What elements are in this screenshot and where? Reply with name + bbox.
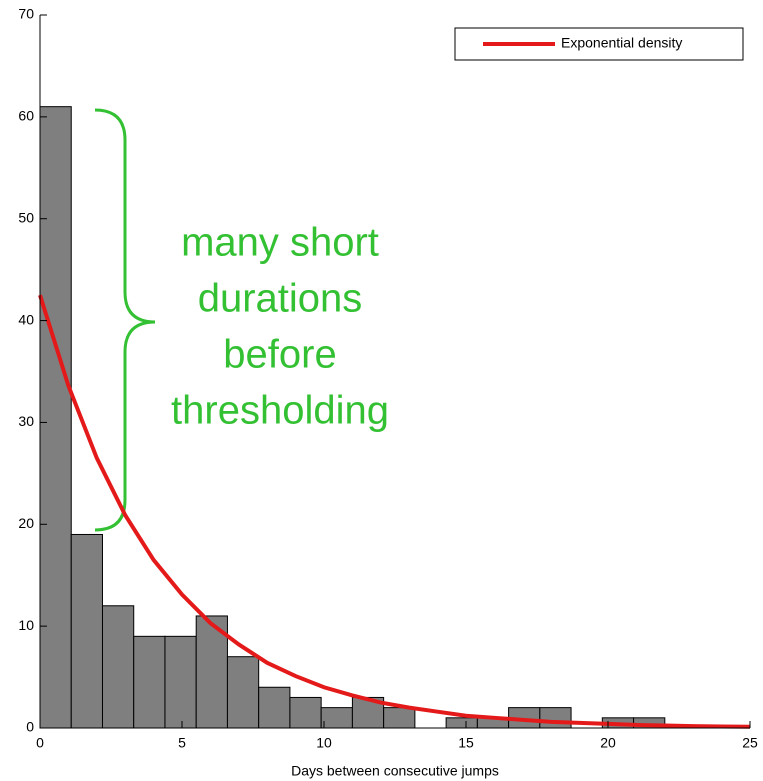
bar (258, 686, 291, 729)
annotation: before (223, 333, 336, 377)
y-tick-label: 60 (18, 108, 34, 124)
brace (94, 108, 156, 532)
bar (226, 656, 260, 729)
bar (101, 605, 135, 729)
bar (133, 635, 166, 729)
x-tick-label: 25 (742, 735, 758, 751)
annotation: many short (181, 221, 379, 265)
x-tick-label: 0 (36, 735, 44, 751)
y-tick-label: 40 (18, 311, 34, 327)
density-curve (38, 294, 751, 729)
x-tick-label: 10 (316, 735, 332, 751)
x-axis-label: Days between consecutive jumps (291, 763, 499, 779)
bar (39, 106, 72, 729)
y-tick-label: 50 (18, 209, 34, 225)
y-tick-label: 70 (18, 6, 34, 22)
bar (320, 707, 353, 729)
bar (383, 707, 416, 729)
y-tick-label: 10 (18, 617, 34, 633)
bar (195, 615, 228, 729)
annotation: thresholding (171, 389, 389, 433)
x-tick-label: 20 (600, 735, 616, 751)
bar (164, 635, 197, 729)
bar (70, 533, 103, 729)
y-tick-label: 0 (26, 719, 34, 735)
bar (289, 696, 322, 729)
legend-box (454, 27, 744, 61)
y-tick-label: 30 (18, 413, 34, 429)
x-tick-label: 5 (178, 735, 186, 751)
annotation: durations (198, 277, 363, 321)
bar (539, 707, 572, 729)
x-tick-label: 15 (458, 735, 474, 751)
y-tick-label: 20 (18, 515, 34, 531)
legend-label: Exponential density (561, 35, 682, 51)
bar (445, 717, 478, 729)
